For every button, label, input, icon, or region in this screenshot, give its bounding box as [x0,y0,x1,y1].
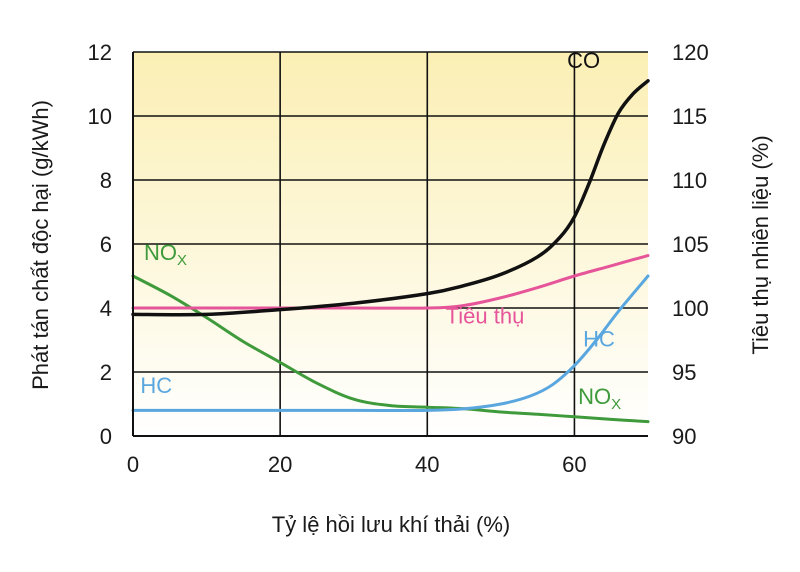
x-axis-title: Tỷ lệ hồi lưu khí thải (%) [272,512,510,537]
series-label-nox: NOX [578,384,621,413]
y2-tick-label: 95 [672,360,696,385]
grid [133,51,648,436]
plot-frame [132,52,648,437]
y2-tick-label: 100 [672,296,709,321]
y2-axis-title: Tiêu thụ nhiên liệu (%) [748,135,773,354]
y2-tick-label: 90 [672,424,696,449]
series-line-hc [131,274,650,413]
series-lines [131,79,650,424]
series-line-fuel-consumption [131,254,650,310]
series-label-hc: HC [583,326,615,351]
y-tick-label: 10 [88,104,112,129]
y-tick-label: 0 [100,424,112,449]
series-line-co [131,79,650,317]
series-label-fuel-consumption: Tiêu thụ [446,303,525,328]
series-label-co: CO [567,48,600,73]
y-tick-label: 12 [88,40,112,65]
y-tick-label: 2 [100,360,112,385]
y2-tick-label: 120 [672,40,709,65]
tick-labels: 0 20 40 60 0 2 4 6 8 10 12 90 95 100 105 110 115 120 [88,40,709,477]
x-tick-label: 20 [268,452,292,477]
x-tick-label: 0 [127,452,139,477]
series-line-nox [131,274,650,424]
series-label-nox: NOX [144,240,187,269]
series-label-hc: HC [140,373,172,398]
y-axis-title: Phát tán chất độc hại (g/kWh) [28,100,53,390]
y-tick-label: 8 [100,168,112,193]
x-tick-label: 40 [415,452,439,477]
y2-tick-label: 115 [672,104,707,129]
y2-tick-label: 110 [672,168,707,193]
y-tick-label: 4 [100,296,112,321]
x-tick-label: 60 [562,452,586,477]
y-tick-label: 6 [100,232,112,257]
y2-tick-label: 105 [672,232,709,257]
series-labels: CO Tiêu thụ HC HC NOX NOX [140,48,621,413]
